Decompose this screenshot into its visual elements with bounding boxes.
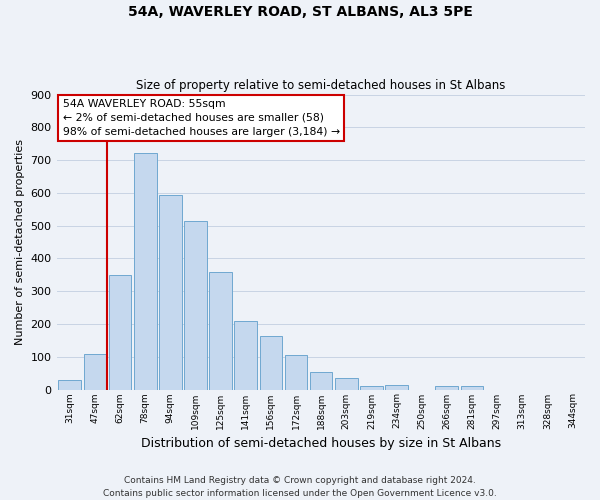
Bar — [385, 385, 408, 390]
Bar — [284, 356, 307, 390]
Bar — [310, 372, 332, 390]
Bar — [335, 378, 358, 390]
Bar — [436, 386, 458, 390]
Bar — [461, 386, 483, 390]
Bar — [134, 153, 157, 390]
Bar — [184, 222, 207, 390]
Bar — [235, 322, 257, 390]
Bar — [209, 272, 232, 390]
Title: Size of property relative to semi-detached houses in St Albans: Size of property relative to semi-detach… — [136, 79, 506, 92]
Bar — [109, 276, 131, 390]
Bar — [83, 354, 106, 390]
Bar — [58, 380, 81, 390]
Bar — [260, 336, 282, 390]
X-axis label: Distribution of semi-detached houses by size in St Albans: Distribution of semi-detached houses by … — [141, 437, 501, 450]
Text: 54A, WAVERLEY ROAD, ST ALBANS, AL3 5PE: 54A, WAVERLEY ROAD, ST ALBANS, AL3 5PE — [128, 5, 472, 19]
Text: 54A WAVERLEY ROAD: 55sqm
← 2% of semi-detached houses are smaller (58)
98% of se: 54A WAVERLEY ROAD: 55sqm ← 2% of semi-de… — [62, 99, 340, 137]
Y-axis label: Number of semi-detached properties: Number of semi-detached properties — [15, 139, 25, 345]
Bar — [360, 386, 383, 390]
Bar — [159, 195, 182, 390]
Text: Contains HM Land Registry data © Crown copyright and database right 2024.
Contai: Contains HM Land Registry data © Crown c… — [103, 476, 497, 498]
